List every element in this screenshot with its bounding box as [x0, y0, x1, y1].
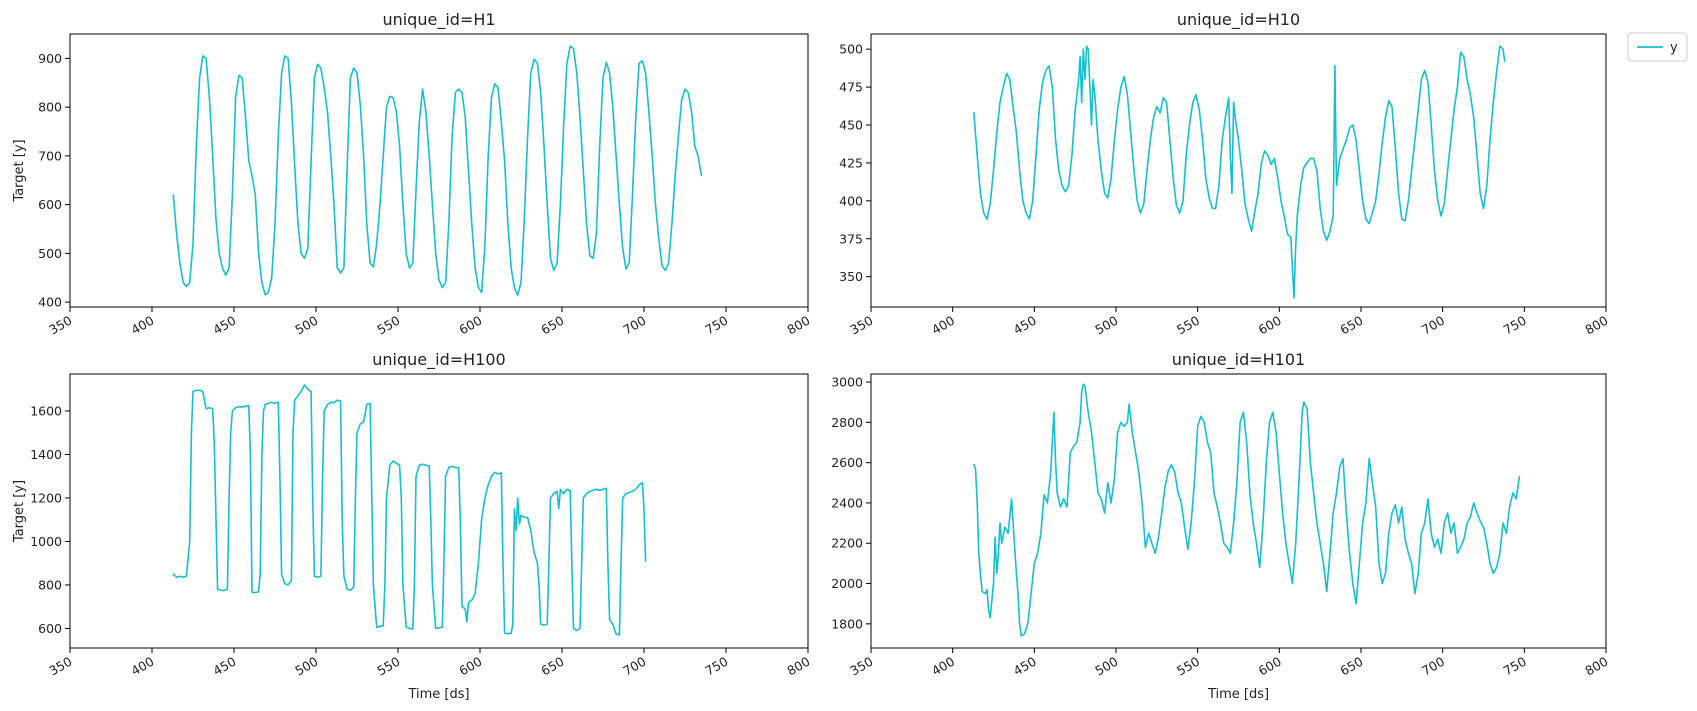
y-tick-label: 400: [839, 193, 863, 208]
x-tick-label: 400: [128, 313, 156, 338]
y-tick-label: 2800: [831, 415, 863, 430]
x-tick-label: 700: [1419, 313, 1447, 338]
y-tick-label: 500: [38, 246, 62, 261]
panel-2: unique_id=H10 350 400 450 500 550 600 650 700 750…: [839, 10, 1610, 338]
x-tick-label: 450: [210, 654, 238, 679]
x-tick-label: 800: [784, 313, 812, 338]
x-tick-label: 650: [1337, 654, 1365, 679]
x-tick-label: 500: [1092, 313, 1120, 338]
x-tick-label: 600: [456, 313, 484, 338]
chart-title: unique_id=H1: [382, 10, 495, 30]
y-tick-label: 400: [38, 295, 62, 310]
x-tick-label: 750: [1501, 654, 1529, 679]
x-tick-label: 550: [1174, 313, 1202, 338]
chart-title: unique_id=H100: [372, 350, 505, 370]
plot-area: [69, 373, 809, 649]
series-line-y: [973, 383, 1521, 637]
x-axis-label: Time [ds]: [1207, 687, 1269, 702]
y-tick-label: 375: [839, 231, 863, 246]
plot-area: [69, 33, 809, 308]
x-tick-label: 750: [702, 313, 730, 338]
y-tick-label: 450: [839, 118, 863, 133]
x-tick-label: 700: [620, 313, 648, 338]
legend-label: y: [1670, 41, 1678, 56]
x-axis-label: Time [ds]: [407, 687, 469, 702]
y-tick-label: 2400: [831, 495, 863, 510]
y-tick-label: 800: [38, 100, 62, 115]
series-line-y: [973, 45, 1506, 299]
y-tick-label: 1400: [30, 447, 62, 462]
y-tick-label: 1200: [30, 490, 62, 505]
x-tick-label: 450: [1011, 313, 1039, 338]
x-tick-label: 550: [1174, 654, 1202, 679]
x-tick-label: 350: [847, 654, 875, 679]
x-tick-label: 800: [1582, 313, 1610, 338]
series-line-y: [172, 45, 703, 297]
panel-4: unique_id=H101 350 400 450 500 550 600 650 700 75…: [831, 350, 1610, 702]
x-tick-label: 800: [784, 654, 812, 679]
x-tick-label: 400: [929, 313, 957, 338]
x-tick-label: 450: [1011, 654, 1039, 679]
y-axis-label: Target [y]: [12, 480, 27, 543]
x-tick-label: 700: [620, 654, 648, 679]
y-tick-label: 425: [839, 155, 863, 170]
x-tick-label: 550: [374, 654, 402, 679]
y-tick-label: 3000: [831, 375, 863, 390]
x-tick-label: 400: [929, 654, 957, 679]
x-tick-label: 350: [46, 313, 74, 338]
y-tick-label: 600: [38, 197, 62, 212]
y-tick-label: 1000: [30, 534, 62, 549]
x-tick-label: 650: [538, 654, 566, 679]
x-tick-label: 450: [210, 313, 238, 338]
x-tick-label: 350: [847, 313, 875, 338]
x-tick-label: 550: [374, 313, 402, 338]
y-tick-label: 2000: [831, 576, 863, 591]
x-tick-label: 650: [538, 313, 566, 338]
x-tick-label: 600: [1256, 654, 1284, 679]
x-tick-label: 500: [292, 313, 320, 338]
y-axis-label: Target [y]: [12, 139, 27, 202]
x-tick-label: 500: [292, 654, 320, 679]
panel-1: unique_id=H1 350 400 450 500 550 600 650 700 750 8…: [12, 10, 813, 338]
y-tick-label: 700: [38, 148, 62, 163]
x-tick-label: 650: [1337, 313, 1365, 338]
x-tick-label: 750: [702, 654, 730, 679]
y-tick-label: 800: [38, 577, 62, 592]
panel-3: unique_id=H100 350 400 450 500 550 600 650 700 75…: [12, 350, 813, 702]
x-tick-label: 750: [1501, 313, 1529, 338]
plot-area: [870, 373, 1607, 649]
y-tick-label: 350: [839, 269, 863, 284]
x-tick-label: 700: [1419, 654, 1447, 679]
x-tick-label: 600: [1256, 313, 1284, 338]
y-tick-label: 500: [839, 42, 863, 57]
series-line-y: [172, 384, 647, 636]
chart-title: unique_id=H10: [1177, 10, 1300, 30]
x-tick-label: 800: [1582, 654, 1610, 679]
x-tick-label: 500: [1092, 654, 1120, 679]
y-tick-label: 1600: [30, 403, 62, 418]
x-tick-label: 400: [128, 654, 156, 679]
y-tick-label: 600: [38, 621, 62, 636]
y-tick-label: 1800: [831, 616, 863, 631]
legend: y: [1627, 32, 1688, 62]
y-tick-label: 2200: [831, 536, 863, 551]
x-tick-label: 600: [456, 654, 484, 679]
y-tick-label: 900: [38, 51, 62, 66]
y-tick-label: 475: [839, 80, 863, 95]
chart-title: unique_id=H101: [1172, 350, 1305, 370]
y-tick-label: 2600: [831, 455, 863, 470]
x-tick-label: 350: [46, 654, 74, 679]
